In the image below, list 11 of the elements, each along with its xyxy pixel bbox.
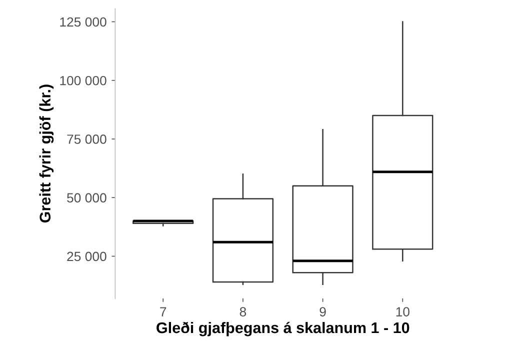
x-tick-label: 9 xyxy=(320,307,326,316)
y-tick-label: 100 000 xyxy=(60,76,106,86)
y-axis-title: Greitt fyrir gjöf (kr.) xyxy=(39,84,54,223)
x-tick-label: 8 xyxy=(240,307,246,316)
y-tick-label: 125 000 xyxy=(60,17,106,27)
y-tick-label: 75 000 xyxy=(67,134,106,144)
x-tick-label: 7 xyxy=(160,307,166,316)
y-tick-label: 50 000 xyxy=(67,193,106,203)
x-tick-label: 10 xyxy=(396,307,410,316)
y-tick-label: 25 000 xyxy=(67,252,106,262)
x-axis-title: Gleði gjafþegans á skalanum 1 - 10 xyxy=(156,322,410,336)
